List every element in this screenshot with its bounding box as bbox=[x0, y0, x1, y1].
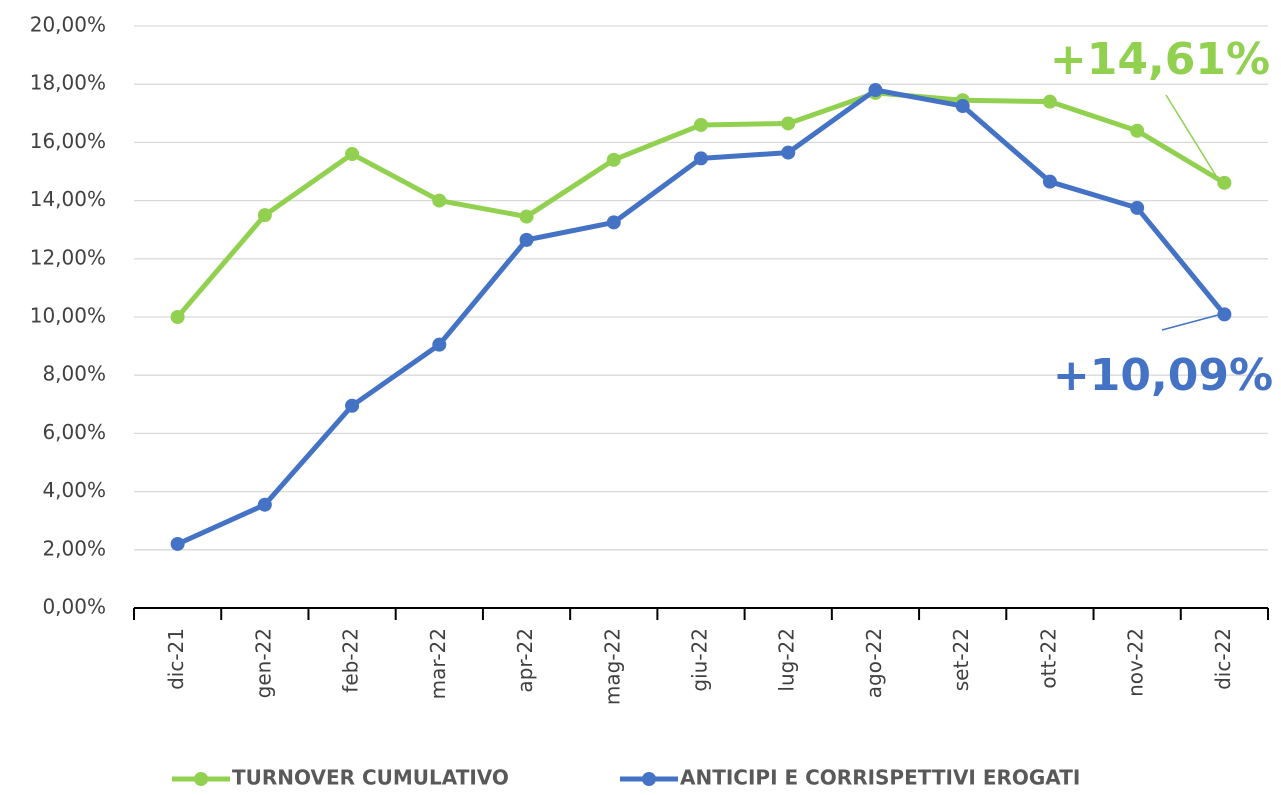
x-tick-label: nov-22 bbox=[1124, 628, 1148, 697]
y-tick-label: 2,00% bbox=[42, 536, 106, 560]
x-tick-label: feb-22 bbox=[339, 628, 363, 693]
y-tick-label: 10,00% bbox=[30, 304, 106, 328]
data-point bbox=[1042, 174, 1057, 189]
legend-marker bbox=[642, 772, 656, 786]
data-point bbox=[432, 193, 447, 208]
data-point bbox=[519, 232, 534, 247]
data-point bbox=[1217, 175, 1232, 190]
data-point bbox=[955, 99, 970, 114]
legend-label: ANTICIPI E CORRISPETTIVI EROGATI bbox=[680, 766, 1080, 790]
annotation: +14,61% bbox=[1050, 34, 1270, 85]
annotation-leader bbox=[1161, 313, 1221, 331]
x-tick-label: lug-22 bbox=[775, 628, 799, 692]
x-tick-label: ago-22 bbox=[862, 628, 886, 698]
y-tick-label: 8,00% bbox=[42, 362, 106, 386]
legend-marker bbox=[194, 772, 208, 786]
data-point bbox=[1217, 307, 1232, 322]
data-point bbox=[257, 497, 272, 512]
x-tick-label: mar-22 bbox=[426, 628, 450, 699]
x-tick-label: apr-22 bbox=[513, 628, 537, 693]
data-point bbox=[1130, 123, 1145, 138]
y-tick-label: 14,00% bbox=[30, 187, 106, 211]
data-point bbox=[519, 209, 534, 224]
data-point bbox=[432, 337, 447, 352]
x-tick-label: giu-22 bbox=[688, 628, 712, 692]
x-tick-label: mag-22 bbox=[600, 628, 624, 705]
y-tick-label: 18,00% bbox=[30, 71, 106, 95]
data-point bbox=[1042, 94, 1057, 109]
data-point bbox=[694, 117, 708, 132]
y-tick-label: 0,00% bbox=[42, 595, 106, 619]
y-tick-label: 6,00% bbox=[42, 420, 106, 444]
data-point bbox=[694, 151, 708, 166]
x-tick-label: set-22 bbox=[949, 628, 973, 691]
x-tick-label: dic-21 bbox=[164, 628, 188, 690]
data-point bbox=[345, 398, 360, 413]
x-tick-label: ott-22 bbox=[1036, 628, 1060, 689]
data-point bbox=[170, 310, 185, 324]
y-tick-label: 4,00% bbox=[42, 478, 106, 502]
annotation: +10,09% bbox=[1053, 350, 1273, 401]
y-tick-label: 16,00% bbox=[30, 129, 106, 153]
y-tick-label: 20,00% bbox=[30, 13, 106, 37]
data-point bbox=[170, 536, 185, 551]
data-point bbox=[606, 215, 621, 230]
x-tick-label: gen-22 bbox=[251, 628, 275, 698]
annotation-leader bbox=[1165, 94, 1222, 184]
data-point bbox=[1130, 200, 1145, 215]
data-point bbox=[257, 208, 272, 223]
legend-label: TURNOVER CUMULATIVO bbox=[232, 766, 509, 790]
data-point bbox=[868, 83, 883, 98]
y-tick-label: 12,00% bbox=[30, 245, 106, 269]
data-point bbox=[781, 145, 796, 160]
x-tick-label: dic-22 bbox=[1211, 628, 1235, 690]
data-point bbox=[606, 152, 621, 167]
data-point bbox=[781, 116, 796, 131]
data-point bbox=[345, 147, 360, 162]
